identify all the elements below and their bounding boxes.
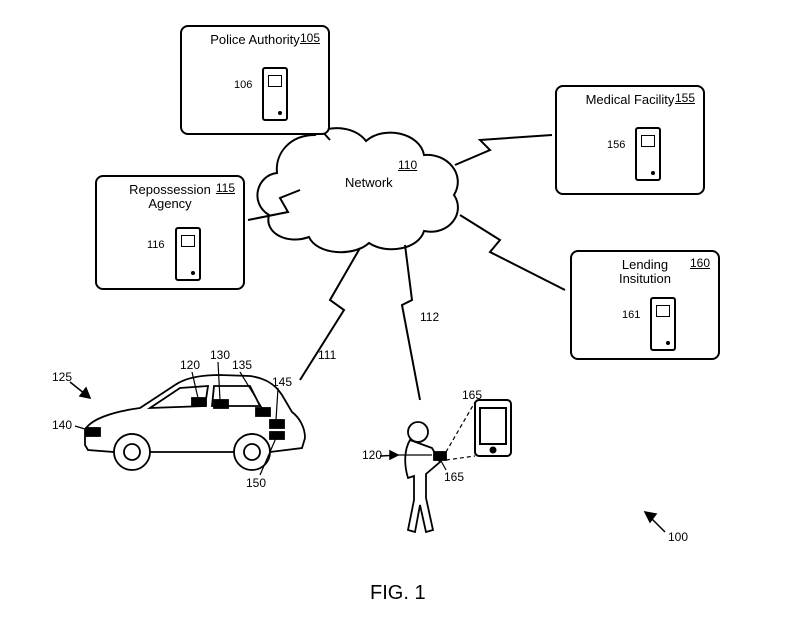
ref-120: 120 [180,358,200,372]
car [85,375,305,470]
medical-server-ref: 156 [607,139,625,151]
network-cloud [257,128,458,252]
ref-140: 140 [52,418,72,432]
ref-112: 112 [420,310,439,324]
phone-projection [446,402,475,460]
connectors [248,95,565,400]
ref-125: 125 [52,370,72,384]
ref-100: 100 [668,530,688,544]
ref-p120: 120 [362,448,382,462]
police-server: 106 [262,67,288,121]
police-box: 105 Police Authority 106 [180,25,330,135]
police-ref: 105 [300,31,320,45]
repo-ref: 115 [216,181,235,195]
medical-server: 156 [635,127,661,181]
medical-box: 155 Medical Facility 156 [555,85,705,195]
ref-145: 145 [272,375,292,389]
ref-135: 135 [232,358,252,372]
police-server-ref: 106 [234,79,252,91]
ref-130: 130 [210,348,230,362]
repo-box: 115 Repossession Agency 116 [95,175,245,290]
lending-server-ref: 161 [622,309,640,321]
repo-server: 116 [175,227,201,281]
ref-p165a: 165 [462,388,482,402]
phone-enlarged [475,400,511,456]
network-ref: 110 [398,158,417,172]
ref-150: 150 [246,476,266,490]
ref-111: 111 [318,348,336,362]
diagram-container: Network 110 105 Police Authority 106 115… [0,0,800,630]
lending-server: 161 [650,297,676,351]
repo-server-ref: 116 [147,239,165,251]
person-leaders [398,455,446,470]
car-leaders [75,362,278,475]
network-label: Network [345,175,393,190]
figure-label: FIG. 1 [370,582,426,605]
person [405,422,446,532]
medical-ref: 155 [675,91,695,105]
lending-ref: 160 [690,256,710,270]
ref-p165b: 165 [444,470,464,484]
lending-box: 160 Lending Insitution 161 [570,250,720,360]
